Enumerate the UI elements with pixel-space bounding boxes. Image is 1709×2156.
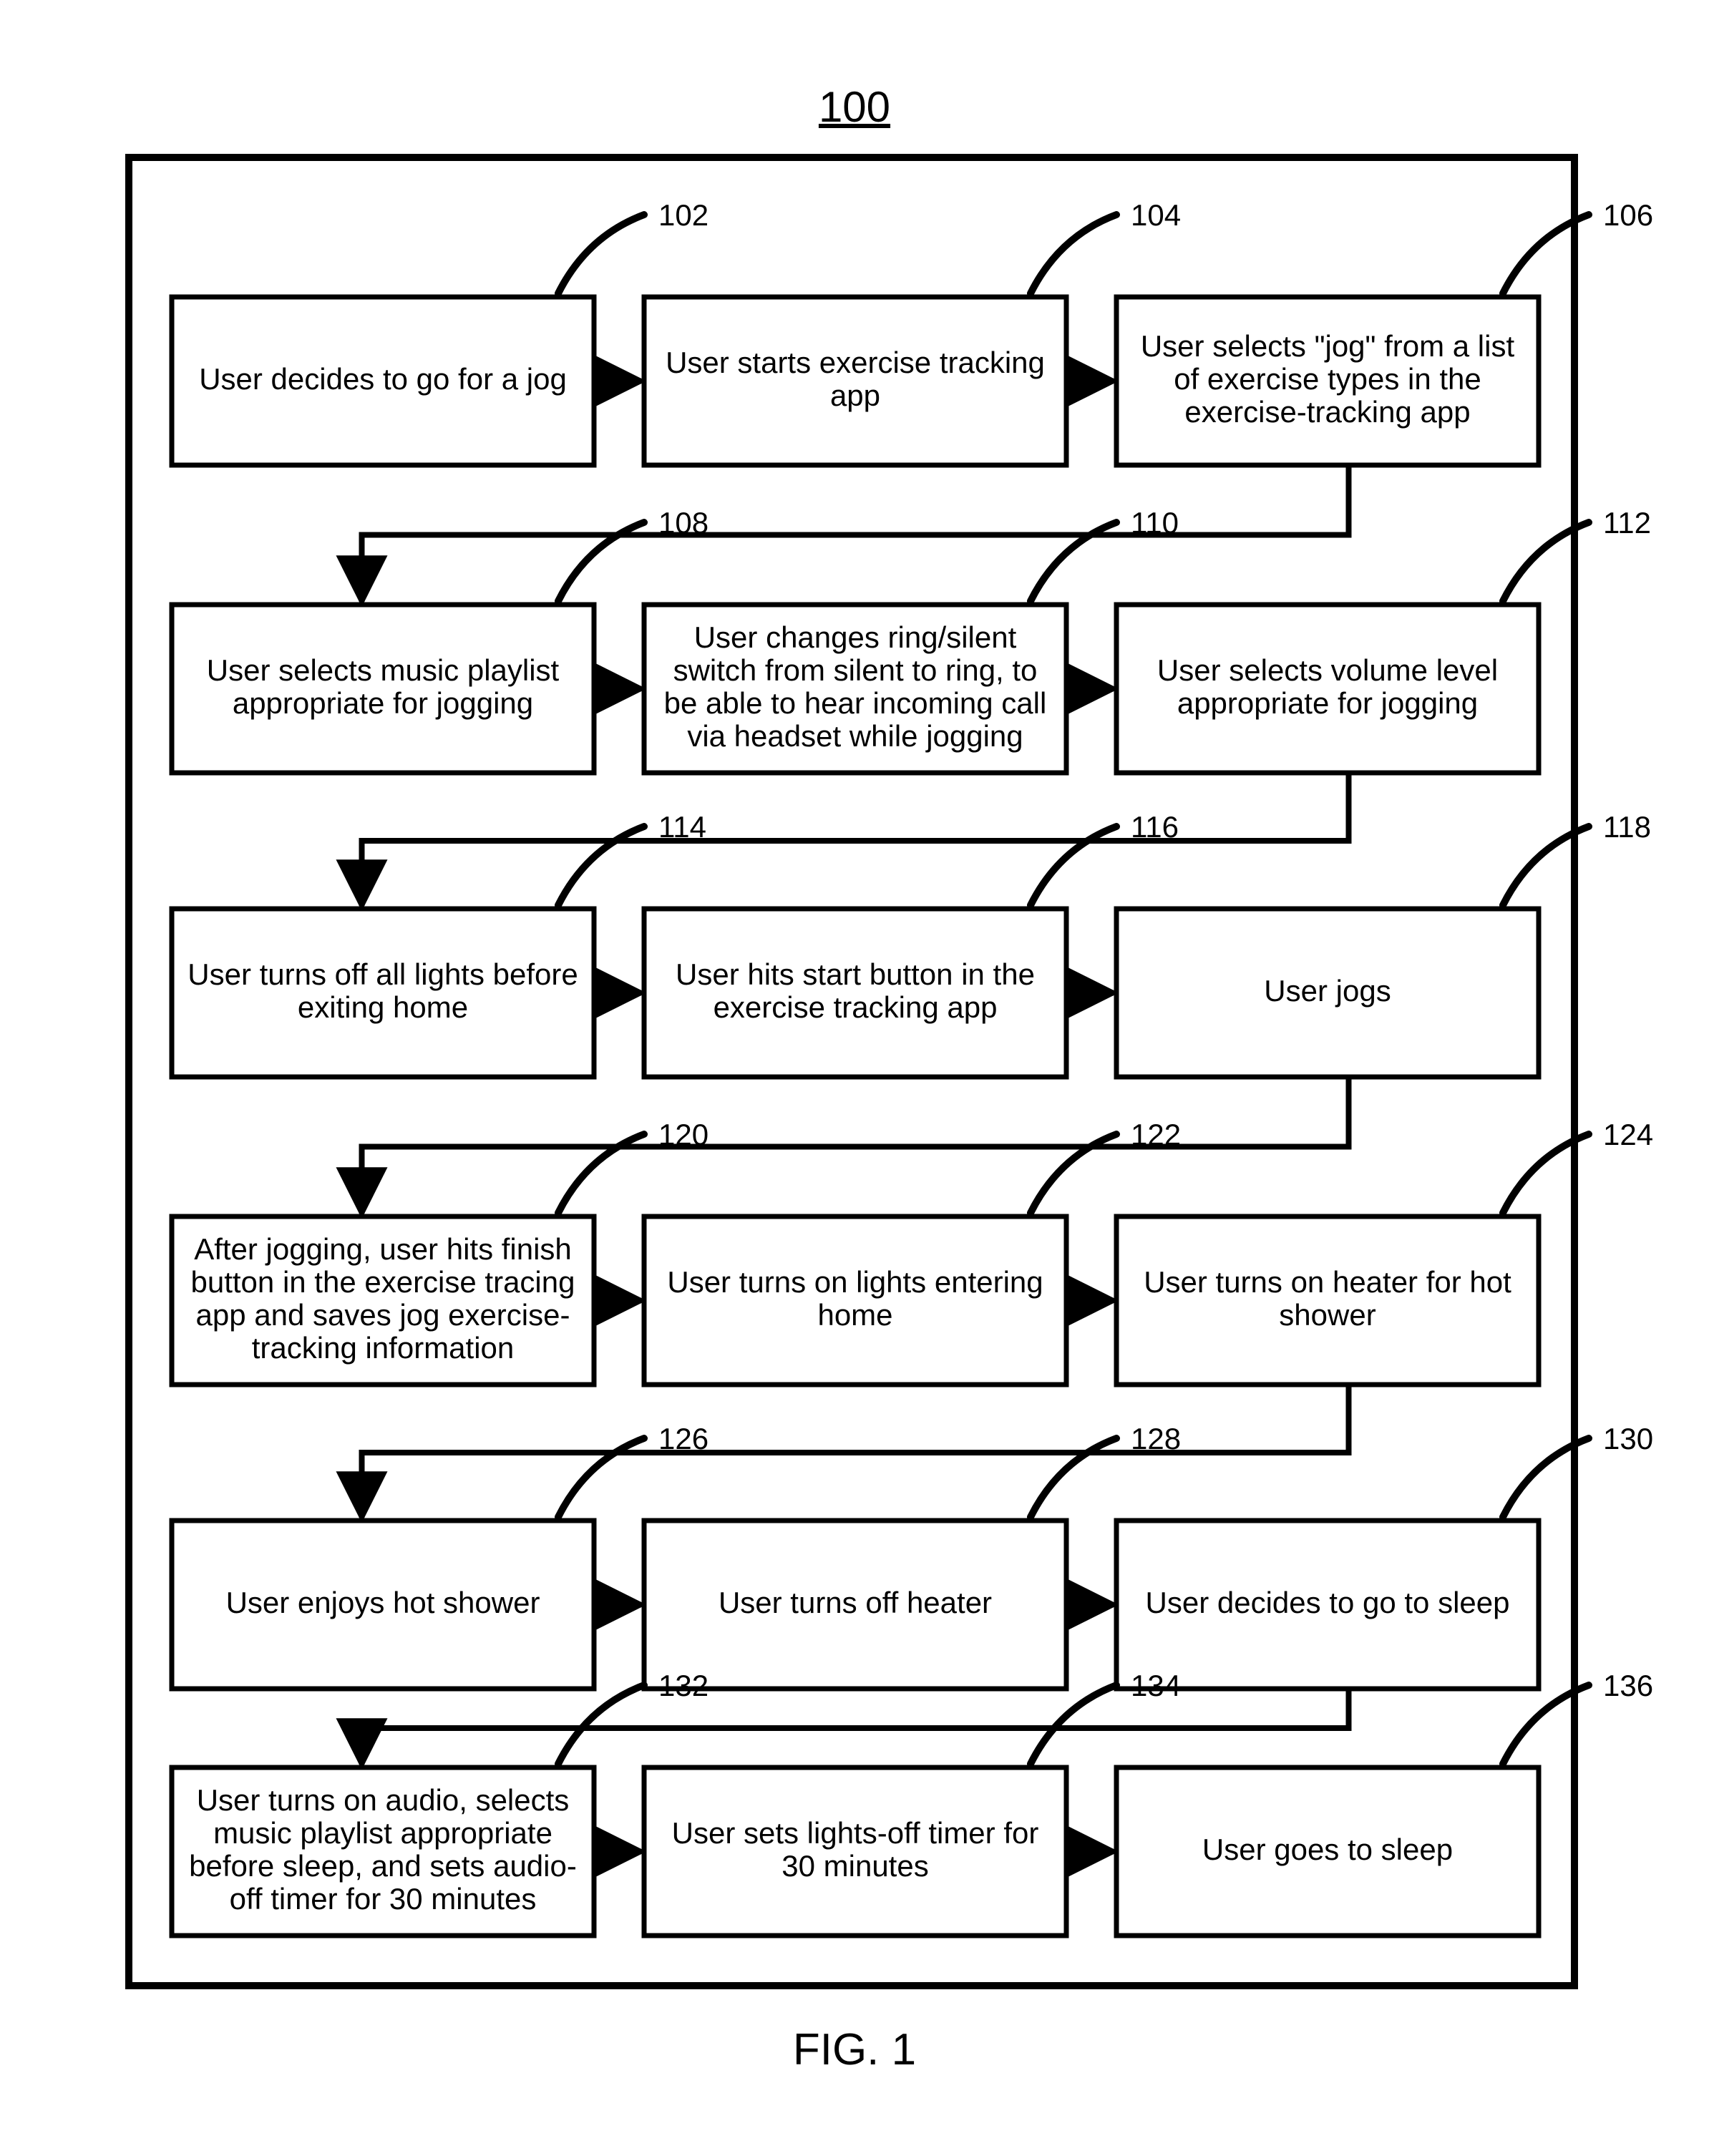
flow-box-110: User changes ring/silentswitch from sile…: [644, 506, 1179, 773]
flow-box-116: User hits start button in theexercise tr…: [644, 810, 1179, 1077]
flow-box-text: User decides to go for a jog: [199, 362, 567, 396]
flow-box-text: button in the exercise tracing: [191, 1265, 575, 1299]
flow-box-label: 134: [1131, 1669, 1181, 1702]
flow-box-label: 112: [1603, 506, 1651, 540]
flow-box-label: 124: [1603, 1118, 1653, 1151]
figure-number: 100: [819, 83, 890, 131]
flow-box-text: User turns off heater: [719, 1586, 992, 1619]
flow-box-120: After jogging, user hits finishbutton in…: [172, 1118, 709, 1385]
flow-box-text: User starts exercise tracking: [666, 346, 1045, 379]
flow-box-118: User jogs 118: [1116, 810, 1651, 1077]
flow-box-text: exiting home: [298, 990, 468, 1024]
flow-box-label: 130: [1603, 1422, 1653, 1455]
flow-box-text: app and saves jog exercise-: [196, 1298, 570, 1332]
flow-box-text: User selects "jog" from a list: [1141, 329, 1515, 363]
flow-box-text: User selects volume level: [1157, 653, 1498, 687]
flow-box-label: 136: [1603, 1669, 1653, 1702]
flow-box-text: User turns off all lights before: [188, 957, 578, 991]
arrow-wrap: [362, 1385, 1349, 1518]
flow-box-text: User goes to sleep: [1202, 1833, 1453, 1866]
flow-box-text: User turns on heater for hot: [1144, 1265, 1511, 1299]
flow-box-text: User turns on lights entering: [667, 1265, 1043, 1299]
flow-box-text: via headset while jogging: [687, 719, 1023, 753]
leader-line: [558, 215, 644, 293]
flow-box-label: 106: [1603, 198, 1653, 232]
flow-box-text: User selects music playlist: [207, 653, 560, 687]
leader-line: [1031, 1685, 1116, 1764]
flow-box-text: 30 minutes: [782, 1849, 928, 1883]
figure-caption: FIG. 1: [793, 2025, 916, 2074]
arrow-wrap: [362, 465, 1349, 602]
flow-box-label: 104: [1131, 198, 1181, 232]
flow-box-text: User enjoys hot shower: [226, 1586, 540, 1619]
flow-box-134: User sets lights-off timer for30 minutes…: [644, 1669, 1181, 1936]
flow-box-126: User enjoys hot shower126: [172, 1422, 709, 1689]
flow-box-text: User hits start button in the: [676, 957, 1035, 991]
arrow-wrap: [362, 1689, 1349, 1765]
flow-box-text: exercise tracking app: [714, 990, 998, 1024]
flow-box-text: appropriate for jogging: [1177, 686, 1478, 720]
flow-box-text: User decides to go to sleep: [1146, 1586, 1510, 1619]
flow-box-104: User starts exercise trackingapp 104: [644, 198, 1181, 465]
flow-box-114: User turns off all lights beforeexiting …: [172, 810, 706, 1077]
flow-box-text: User sets lights-off timer for: [672, 1816, 1039, 1850]
flow-box-text: switch from silent to ring, to: [673, 653, 1038, 687]
flow-box-122: User turns on lights enteringhome122: [644, 1118, 1181, 1385]
flow-box-text: app: [830, 379, 880, 412]
leader-line: [1031, 215, 1116, 293]
flow-box-text: home: [817, 1298, 892, 1332]
flow-box-132: User turns on audio, selectsmusic playli…: [172, 1669, 709, 1936]
flow-box-text: After jogging, user hits finish: [194, 1232, 572, 1266]
flow-box-text: exercise-tracking app: [1184, 395, 1470, 429]
flow-box-label: 118: [1603, 810, 1651, 844]
flow-box-label: 132: [658, 1669, 709, 1702]
flow-box-text: of exercise types in the: [1174, 362, 1481, 396]
flow-box-label: 102: [658, 198, 709, 232]
flow-box-text: User jogs: [1264, 974, 1391, 1008]
flow-box-112: User selects volume levelappropriate for…: [1116, 506, 1651, 773]
flow-box-text: tracking information: [252, 1331, 515, 1365]
flow-box-text: be able to hear incoming call: [664, 686, 1047, 720]
flow-box-text: appropriate for jogging: [233, 686, 533, 720]
flow-box-text: shower: [1279, 1298, 1376, 1332]
flow-box-text: music playlist appropriate: [213, 1816, 552, 1850]
flow-box-text: off timer for 30 minutes: [230, 1882, 537, 1916]
flow-box-text: before sleep, and sets audio-: [189, 1849, 577, 1883]
flow-box-102: User decides to go for a jog 102: [172, 198, 709, 465]
flow-box-text: User changes ring/silent: [694, 620, 1017, 654]
flowchart-figure: 100User decides to go for a jog102User s…: [0, 0, 1709, 2156]
flow-box-108: User selects music playlistappropriate f…: [172, 506, 709, 773]
flow-box-text: User turns on audio, selects: [197, 1783, 570, 1817]
flow-box-128: User turns off heater128: [644, 1422, 1181, 1689]
arrow-wrap: [362, 1077, 1349, 1214]
arrow-down-across: [362, 773, 1349, 906]
leader-line: [558, 1685, 644, 1764]
